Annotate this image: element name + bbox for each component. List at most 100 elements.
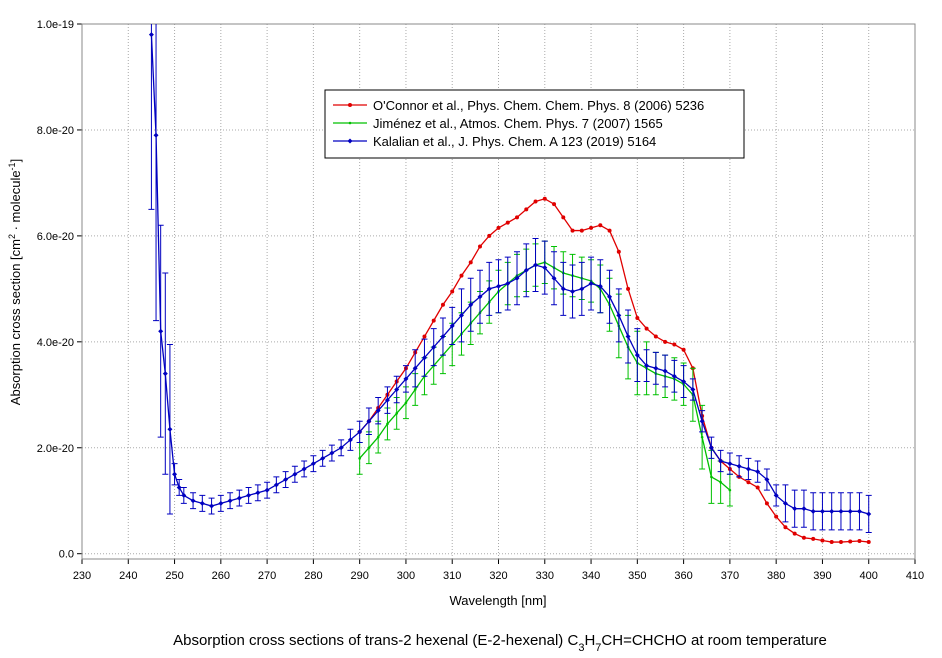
marker	[162, 371, 168, 377]
marker	[301, 466, 307, 472]
marker	[394, 386, 400, 392]
marker	[681, 379, 687, 385]
marker	[153, 132, 159, 138]
x-tick-label: 410	[906, 570, 924, 582]
marker	[542, 196, 547, 201]
marker	[700, 435, 704, 439]
x-tick-label: 270	[258, 570, 276, 582]
marker	[847, 508, 853, 514]
y-tick-label: 4.0e-20	[37, 337, 74, 349]
marker	[774, 514, 779, 519]
legend-label: Kalalian et al., J. Phys. Chem. A 123 (2…	[373, 134, 656, 149]
marker	[533, 262, 539, 268]
marker	[264, 487, 270, 493]
marker	[773, 492, 779, 498]
x-tick-label: 310	[443, 570, 461, 582]
caption: Absorption cross sections of trans-2 hex…	[173, 632, 827, 654]
marker	[176, 484, 182, 490]
x-tick-label: 280	[304, 570, 322, 582]
y-label-part: 2	[7, 234, 17, 239]
y-label-part: · molecule	[8, 170, 23, 234]
caption-part: 3	[578, 642, 584, 654]
marker	[386, 422, 389, 426]
marker	[820, 538, 825, 543]
marker	[755, 485, 760, 490]
legend-label: O'Connor et al., Phys. Chem. Chem. Phys.…	[373, 98, 704, 113]
x-tick-label: 400	[860, 570, 878, 582]
marker	[644, 363, 650, 369]
marker	[552, 202, 557, 207]
marker	[167, 426, 173, 432]
marker	[413, 388, 417, 391]
marker	[273, 482, 279, 488]
marker	[347, 138, 353, 144]
marker	[338, 445, 344, 451]
marker	[792, 531, 797, 536]
series-line	[150, 34, 869, 515]
marker	[533, 199, 538, 204]
y-tick-label: 1.0e-19	[37, 19, 74, 31]
marker	[866, 511, 872, 517]
y-label-part: Absorption cross section [cm	[8, 239, 23, 405]
marker	[560, 286, 566, 292]
marker	[710, 475, 713, 479]
marker	[681, 347, 686, 352]
caption-part: Absorption cross sections of trans-2 hex…	[173, 632, 578, 649]
marker	[348, 103, 352, 107]
marker	[358, 457, 361, 460]
marker	[431, 344, 437, 350]
marker	[514, 275, 520, 281]
x-tick-label: 300	[397, 570, 415, 582]
x-tick-label: 320	[489, 570, 507, 582]
legend-box	[324, 89, 745, 159]
marker	[403, 376, 409, 382]
marker	[626, 286, 631, 291]
marker	[199, 500, 205, 506]
caption-part: 7	[595, 642, 601, 654]
marker	[764, 501, 769, 506]
marker	[515, 215, 520, 220]
marker	[672, 342, 677, 347]
marker	[866, 540, 871, 545]
marker	[487, 233, 492, 238]
marker	[663, 339, 668, 344]
x-tick-label: 390	[813, 570, 831, 582]
x-tick-label: 350	[628, 570, 646, 582]
marker	[811, 536, 816, 541]
marker	[459, 273, 464, 278]
marker	[236, 495, 242, 501]
marker	[589, 225, 594, 230]
y-tick-label: 8.0e-20	[37, 125, 74, 137]
marker	[570, 289, 576, 294]
marker	[746, 480, 751, 485]
marker	[792, 506, 798, 512]
marker	[348, 121, 352, 125]
marker	[458, 312, 464, 318]
marker	[440, 302, 445, 307]
marker	[209, 503, 215, 509]
marker	[320, 455, 326, 461]
x-tick-label: 330	[536, 570, 554, 582]
marker	[468, 302, 474, 308]
marker	[634, 352, 640, 358]
marker	[690, 386, 696, 392]
marker	[662, 368, 668, 374]
marker	[856, 508, 862, 514]
marker	[653, 334, 658, 339]
marker	[801, 535, 806, 540]
marker	[727, 461, 733, 467]
marker	[404, 401, 408, 405]
plot	[148, 24, 872, 545]
y-label-part: ]	[8, 159, 23, 163]
x-tick-label: 260	[212, 570, 230, 582]
legend: O'Connor et al., Phys. Chem. Chem. Phys.…	[324, 89, 745, 159]
marker	[607, 294, 613, 300]
series-line	[359, 198, 869, 543]
marker	[468, 260, 473, 265]
marker	[357, 429, 363, 435]
marker	[783, 525, 788, 530]
marker	[598, 223, 603, 228]
y-axis-label: Absorption cross section [cm2 · molecule…	[7, 159, 23, 405]
marker	[450, 289, 455, 294]
